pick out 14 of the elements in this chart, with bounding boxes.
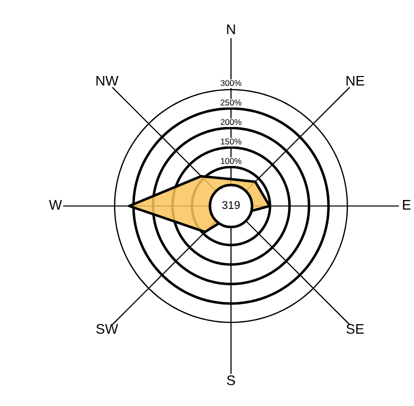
y-tick-label: 250% <box>220 100 242 106</box>
spoke-label: SW <box>96 324 118 334</box>
y-tick-label: 150% <box>220 138 242 144</box>
spoke-label: N <box>227 24 235 34</box>
spoke-label: NW <box>96 76 118 86</box>
y-tick-label: 300% <box>220 80 242 86</box>
spoke-label: E <box>403 200 411 210</box>
y-tick-label: 100% <box>220 158 242 164</box>
spoke-label: S <box>227 375 235 386</box>
spoke-label: W <box>49 200 62 210</box>
text: 319 <box>222 201 240 209</box>
spoke-label: NE <box>346 76 364 86</box>
y-tick-label: 200% <box>220 119 242 125</box>
spoke-label: SE <box>346 324 364 334</box>
